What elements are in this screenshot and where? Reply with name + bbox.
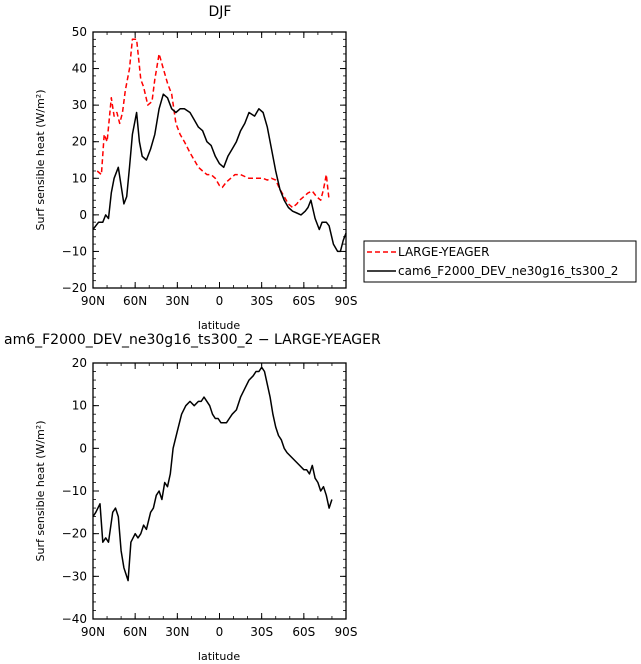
- chart2-x-tick-label: 0: [216, 625, 224, 639]
- chart2-x-tick-label: 90S: [335, 625, 358, 639]
- chart2-xlabel: latitude: [198, 650, 240, 663]
- chart1-xlabel: latitude: [198, 319, 240, 332]
- chart2-x-tick-label: 90N: [81, 625, 105, 639]
- chart2-y-tick-label: −30: [62, 569, 87, 583]
- chart1-series-1-line: [92, 93, 347, 253]
- chart1-x-tick-label: 60S: [292, 294, 315, 308]
- legend-label-cam6: cam6_F2000_DEV_ne30g16_ts300_2: [398, 264, 618, 278]
- legend-box: [363, 240, 637, 283]
- legend-label-large-yeager: LARGE-YEAGER: [398, 245, 489, 259]
- chart1-y-tick-label: 30: [72, 98, 87, 112]
- chart1-title: DJF: [209, 4, 232, 20]
- chart2-ylabel: Surf sensible heat (W/m²): [34, 421, 47, 562]
- chart1-x-tick-label: 0: [216, 294, 224, 308]
- chart1-y-tick-label: 50: [72, 25, 87, 39]
- chart1-x-tick-label: 30S: [250, 294, 273, 308]
- chart1-series-0-line: [96, 38, 330, 209]
- chart1-x-tick-label: 30N: [165, 294, 189, 308]
- chart2-plot-frame: [92, 362, 347, 620]
- chart1-legend: LARGE-YEAGER cam6_F2000_DEV_ne30g16_ts30…: [363, 240, 637, 283]
- chart1-ylabel: Surf sensible heat (W/m²): [34, 90, 47, 231]
- chart2-x-tick-label: 60N: [123, 625, 147, 639]
- chart2-x-tick-label: 30S: [250, 625, 273, 639]
- chart2-x-tick-label: 60S: [292, 625, 315, 639]
- chart1-y-tick-label: −10: [62, 244, 87, 258]
- chart2-y-tick-label: 0: [79, 441, 87, 455]
- chart1-x-tick-label: 90N: [81, 294, 105, 308]
- chart1-x-tick-label: 60N: [123, 294, 147, 308]
- chart2-y-tick-label: 20: [72, 356, 87, 370]
- chart1-y-tick-label: 10: [72, 171, 87, 185]
- chart2-series-0-line: [92, 366, 333, 582]
- chart1-y-tick-label: 40: [72, 62, 87, 76]
- chart-djf: DJF Surf sensible heat (W/m²) latitude 9…: [34, 4, 637, 332]
- chart2-y-tick-label: −20: [62, 527, 87, 541]
- chart1-x-tick-label: 90S: [335, 294, 358, 308]
- chart1-y-tick-label: −20: [62, 281, 87, 295]
- chart2-y-tick-label: 10: [72, 399, 87, 413]
- chart2-y-tick-label: −10: [62, 484, 87, 498]
- chart2-y-tick-label: −40: [62, 612, 87, 626]
- chart2-title: am6_F2000_DEV_ne30g16_ts300_2 − LARGE-YE…: [4, 332, 381, 348]
- chart1-plot-frame: [92, 31, 347, 289]
- chart1-y-tick-label: 0: [79, 208, 87, 222]
- chart1-y-tick-label: 20: [72, 135, 87, 149]
- chart2-x-tick-label: 30N: [165, 625, 189, 639]
- chart-difference: am6_F2000_DEV_ne30g16_ts300_2 − LARGE-YE…: [4, 332, 381, 663]
